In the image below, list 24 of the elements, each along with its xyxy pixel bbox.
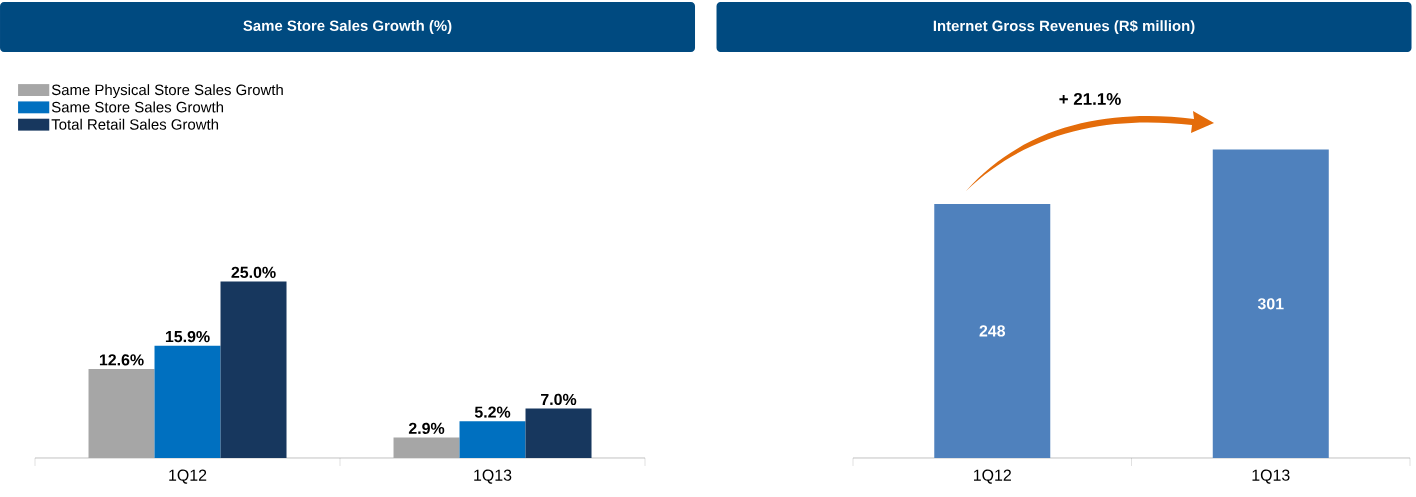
x-tick-label: 1Q13 (474, 469, 512, 484)
bar (220, 281, 287, 458)
data-label: 15.9% (165, 330, 210, 343)
x-tick-label: 1Q12 (169, 469, 207, 484)
bar (154, 345, 221, 458)
chart-title: Same Store Sales Growth (%) (243, 20, 452, 34)
chart-title: Internet Gross Revenues (R$ million) (933, 19, 1195, 35)
data-label: 248 (979, 325, 1006, 337)
text: + 21.1% (1059, 93, 1121, 105)
bar (88, 369, 155, 458)
legend-label: Same Store Sales Growth (51, 101, 224, 113)
data-label: 301 (1257, 298, 1284, 310)
bar (459, 421, 526, 458)
legend-label: Same Physical Store Sales Growth (51, 84, 283, 99)
data-label: 12.6% (99, 354, 144, 366)
data-label: 7.0% (541, 393, 577, 406)
x-tick-label: 1Q13 (1252, 469, 1290, 484)
data-label: 2.9% (408, 422, 445, 434)
legend-label: Total Retail Sales Growth (51, 118, 219, 130)
data-label: 25.0% (231, 266, 276, 278)
bar (393, 437, 460, 458)
bar (525, 408, 592, 458)
data-label: 5.2% (474, 406, 511, 418)
x-tick-label: 1Q12 (973, 469, 1011, 484)
